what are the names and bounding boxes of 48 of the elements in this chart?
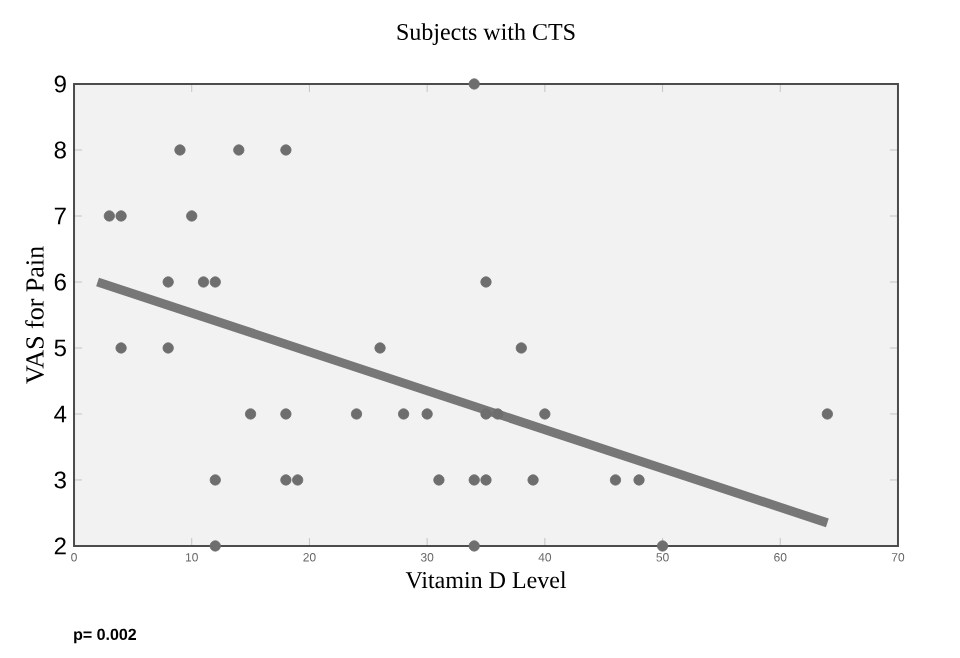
point: [209, 540, 221, 552]
x-axis-title: Vitamin D Level: [405, 571, 567, 589]
point: [186, 210, 198, 222]
y-axis-title: VAS for Pain: [25, 246, 44, 384]
y-tick-label: 9: [54, 75, 66, 93]
point: [480, 276, 492, 288]
point: [244, 408, 257, 420]
y-tick-label: 2: [54, 537, 66, 555]
y-tick-label: 8: [54, 141, 66, 159]
point: [480, 408, 492, 420]
point: [515, 342, 527, 354]
point: [539, 408, 551, 420]
y-tick-label: 4: [54, 405, 67, 423]
point: [468, 474, 480, 486]
chart-title: Subjects with CTS: [397, 23, 575, 45]
y-tick-label: 7: [54, 207, 66, 225]
point: [398, 408, 410, 420]
point: [280, 408, 292, 420]
point: [209, 474, 221, 486]
point: [233, 144, 245, 156]
point: [633, 474, 645, 486]
point: [292, 474, 304, 486]
y-tick-label: 6: [54, 273, 66, 291]
y-tick-label: 3: [54, 471, 66, 489]
point: [374, 342, 386, 354]
point: [115, 342, 127, 354]
point: [280, 474, 292, 486]
point: [197, 276, 210, 288]
point: [527, 474, 539, 486]
text: p= 0.002: [74, 628, 137, 644]
point: [421, 408, 433, 420]
point: [209, 276, 221, 288]
point: [350, 408, 363, 420]
point: [468, 540, 480, 552]
point: [480, 474, 492, 486]
y-tick-label: 5: [54, 339, 66, 357]
point: [115, 210, 127, 222]
point: [656, 540, 669, 552]
point: [821, 408, 833, 420]
point: [103, 210, 115, 222]
point: [492, 408, 504, 420]
point: [433, 474, 445, 486]
point: [162, 276, 174, 288]
point: [609, 474, 622, 486]
point: [174, 144, 186, 156]
point: [280, 144, 292, 156]
point: [468, 78, 480, 90]
point: [162, 342, 174, 354]
